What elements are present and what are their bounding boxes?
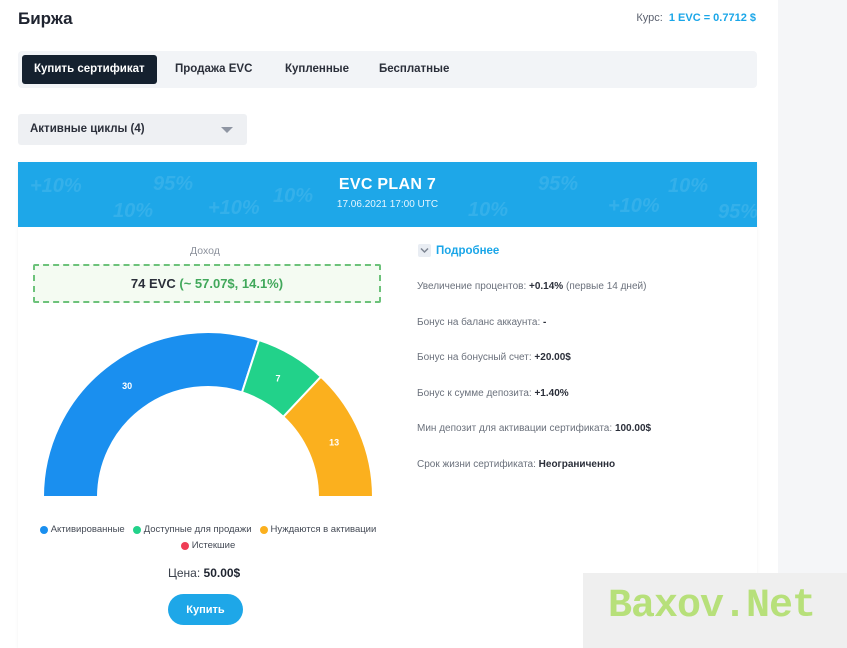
detail-value: Неограниченно [538, 459, 616, 470]
detail-row: Увеличение процентов: +0.14% (первые 14 … [417, 281, 646, 292]
plan-card: +10% 10% 95% +10% 10% 10% 95% +10% 10% 95% EVC… [18, 162, 757, 648]
detail-note: (первые 14 дней) [565, 281, 647, 292]
exchange-rate: Курс: 1 EVC = 0.7712 $ [636, 12, 756, 24]
detail-row: Срок жизни сертификата: Неограниченно [417, 459, 615, 470]
detail-row: Бонус на бонусный счет: +20.00$ [417, 352, 571, 363]
tabs-bar: Купить сертификат Продажа EVC Купленные … [18, 51, 757, 88]
page-gutter [778, 0, 847, 648]
chart-legend: Активированные Доступные для продажи Нуж… [33, 524, 383, 556]
detail-row: Бонус к сумме депозита: +1.40% [417, 388, 569, 399]
svg-text:+10%: +10% [208, 197, 260, 219]
svg-text:+10%: +10% [30, 175, 82, 197]
gauge-segment-label: 13 [329, 437, 339, 447]
buy-button[interactable]: Купить [168, 594, 243, 625]
gauge-segment-label: 7 [275, 374, 280, 384]
chevron-down-icon [221, 127, 233, 133]
detail-value: - [543, 317, 547, 328]
detail-label: Бонус на бонусный счет: [417, 352, 532, 363]
chevron-down-icon [418, 244, 431, 257]
legend-dot [132, 525, 141, 534]
svg-text:95%: 95% [538, 173, 578, 195]
details-toggle[interactable]: Подробнее [418, 244, 499, 257]
gauge-segment[interactable] [41, 332, 261, 498]
legend-label: Активированные [50, 524, 125, 535]
detail-value: +0.14% [529, 281, 564, 292]
rate-value: 1 EVC = 0.7712 $ [668, 12, 756, 24]
svg-text:95%: 95% [153, 173, 193, 195]
certificate-gauge-chart: 30 7 13 [41, 332, 375, 498]
tab-sell-evc[interactable]: Продажа EVC [175, 63, 253, 75]
svg-text:10%: 10% [113, 200, 153, 222]
detail-value: +1.40% [534, 388, 569, 399]
cycles-dropdown[interactable]: Активные циклы (4) [18, 114, 247, 145]
svg-text:10%: 10% [468, 199, 508, 221]
cycles-dropdown-value: Активные циклы (4) [30, 123, 145, 135]
price-value: 50.00$ [203, 566, 241, 580]
income-label: Доход [190, 245, 220, 257]
gauge-segment[interactable] [281, 375, 375, 498]
legend-dot [180, 541, 189, 550]
detail-row: Мин депозит для активации сертификата: 1… [417, 423, 651, 434]
legend-row: Активированные Доступные для продажи Нуж… [33, 524, 383, 535]
watermark-band [583, 573, 847, 648]
tab-buy-certificate[interactable]: Купить сертификат [22, 55, 157, 84]
rate-label: Курс: [636, 12, 663, 24]
legend-item-available[interactable]: Доступные для продажи [132, 524, 252, 535]
svg-text:10%: 10% [273, 185, 313, 207]
legend-row: Истекшие [33, 540, 383, 551]
tab-bought[interactable]: Купленные [285, 63, 350, 75]
detail-value: 100.00$ [614, 423, 652, 434]
detail-label: Мин депозит для активации сертификата: [417, 423, 613, 434]
detail-value: +20.00$ [534, 352, 571, 363]
legend-dot [259, 525, 268, 534]
income-box: 74 EVC (~ 57.07$, 14.1%) [33, 264, 381, 303]
price: Цена: 50.00$ [168, 566, 240, 580]
details-toggle-label: Подробнее [436, 244, 500, 257]
svg-text:10%: 10% [668, 175, 708, 197]
detail-label: Бонус к сумме депозита: [417, 388, 532, 399]
legend-label: Доступные для продажи [143, 524, 252, 535]
legend-item-activated[interactable]: Активированные [39, 524, 125, 535]
svg-text:95%: 95% [718, 201, 757, 223]
tab-free[interactable]: Бесплатные [379, 63, 450, 75]
income-evc: 74 EVC [130, 276, 176, 291]
legend-item-need-activation[interactable]: Нуждаются в активации [259, 524, 377, 535]
legend-dot [39, 525, 48, 534]
gauge-segment-label: 30 [122, 381, 132, 391]
svg-text:+10%: +10% [608, 195, 660, 217]
plan-header: +10% 10% 95% +10% 10% 10% 95% +10% 10% 95% EVC… [18, 162, 757, 227]
detail-row: Бонус на баланс аккаунта: - [417, 317, 546, 328]
legend-item-expired[interactable]: Истекшие [180, 540, 236, 551]
detail-label: Бонус на баланс аккаунта: [417, 317, 541, 328]
detail-label: Срок жизни сертификата: [417, 459, 536, 470]
income-usd-percent: (~ 57.07$, 14.1%) [179, 276, 284, 291]
header-pattern: +10%10%95% +10%10%10% 95%+10%10% 95% [30, 173, 757, 223]
page-title: Биржа [18, 9, 73, 28]
price-label: Цена: [168, 566, 201, 580]
plan-date: 17.06.2021 17:00 UTC [336, 199, 439, 210]
plan-title: EVC PLAN 7 [338, 176, 437, 193]
legend-label: Истекшие [191, 540, 236, 551]
watermark: Baxov.Net [608, 584, 816, 629]
detail-label: Увеличение процентов: [417, 281, 527, 292]
legend-label: Нуждаются в активации [270, 524, 377, 535]
